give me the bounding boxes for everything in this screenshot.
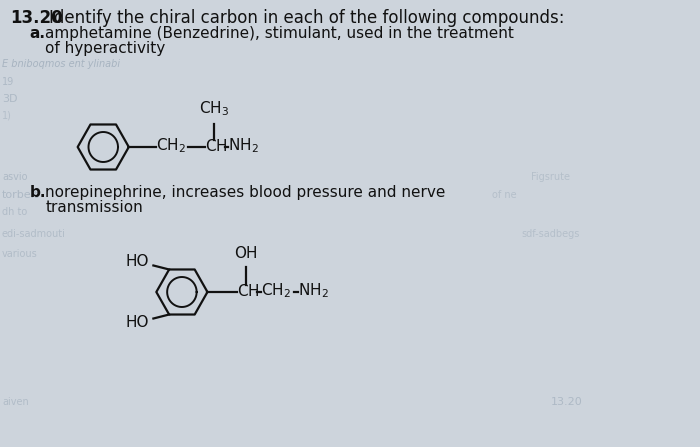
Text: a.: a.	[29, 26, 46, 41]
Text: $\mathregular{CH_2}$: $\mathregular{CH_2}$	[260, 282, 290, 300]
Text: E bniboqmos ent ylinabi: E bniboqmos ent ylinabi	[2, 59, 120, 69]
Text: of ne: of ne	[491, 190, 516, 200]
Text: Identify the chiral carbon in each of the following compounds:: Identify the chiral carbon in each of th…	[49, 9, 565, 27]
Text: various: various	[2, 249, 38, 259]
Text: $\mathregular{CH_3}$: $\mathregular{CH_3}$	[199, 99, 230, 118]
Text: 13.20: 13.20	[551, 397, 582, 407]
Text: $\mathregular{NH_2}$: $\mathregular{NH_2}$	[298, 282, 328, 300]
Text: 3D: 3D	[2, 94, 18, 104]
Text: $\mathregular{NH_2}$: $\mathregular{NH_2}$	[228, 137, 259, 156]
Text: norepinephrine, increases blood pressure and nerve: norepinephrine, increases blood pressure…	[46, 185, 446, 200]
Text: OH: OH	[234, 246, 258, 261]
Text: amphetamine (Benzedrine), stimulant, used in the treatment: amphetamine (Benzedrine), stimulant, use…	[46, 26, 514, 41]
Text: $\mathregular{CH_2}$: $\mathregular{CH_2}$	[156, 137, 186, 156]
Text: $\mathregular{CH}$: $\mathregular{CH}$	[237, 283, 260, 299]
Text: $\mathregular{CH}$: $\mathregular{CH}$	[206, 138, 228, 154]
Text: 13.20: 13.20	[10, 9, 62, 27]
Text: edi-sadmouti: edi-sadmouti	[2, 229, 66, 239]
Text: HO: HO	[126, 315, 149, 330]
Text: of hyperactivity: of hyperactivity	[46, 41, 165, 56]
Text: b.: b.	[29, 185, 46, 200]
Text: dh to: dh to	[2, 207, 27, 217]
Text: asvio: asvio	[2, 172, 27, 182]
Text: transmission: transmission	[46, 200, 143, 215]
Text: torbeit: torbeit	[2, 190, 39, 200]
Text: aiven: aiven	[2, 397, 29, 407]
Text: sdf-sadbegs: sdf-sadbegs	[521, 229, 580, 239]
Text: HO: HO	[126, 254, 149, 269]
Text: 1): 1)	[2, 110, 12, 120]
Text: Figsrute: Figsrute	[531, 172, 570, 182]
Text: 19: 19	[2, 77, 14, 87]
